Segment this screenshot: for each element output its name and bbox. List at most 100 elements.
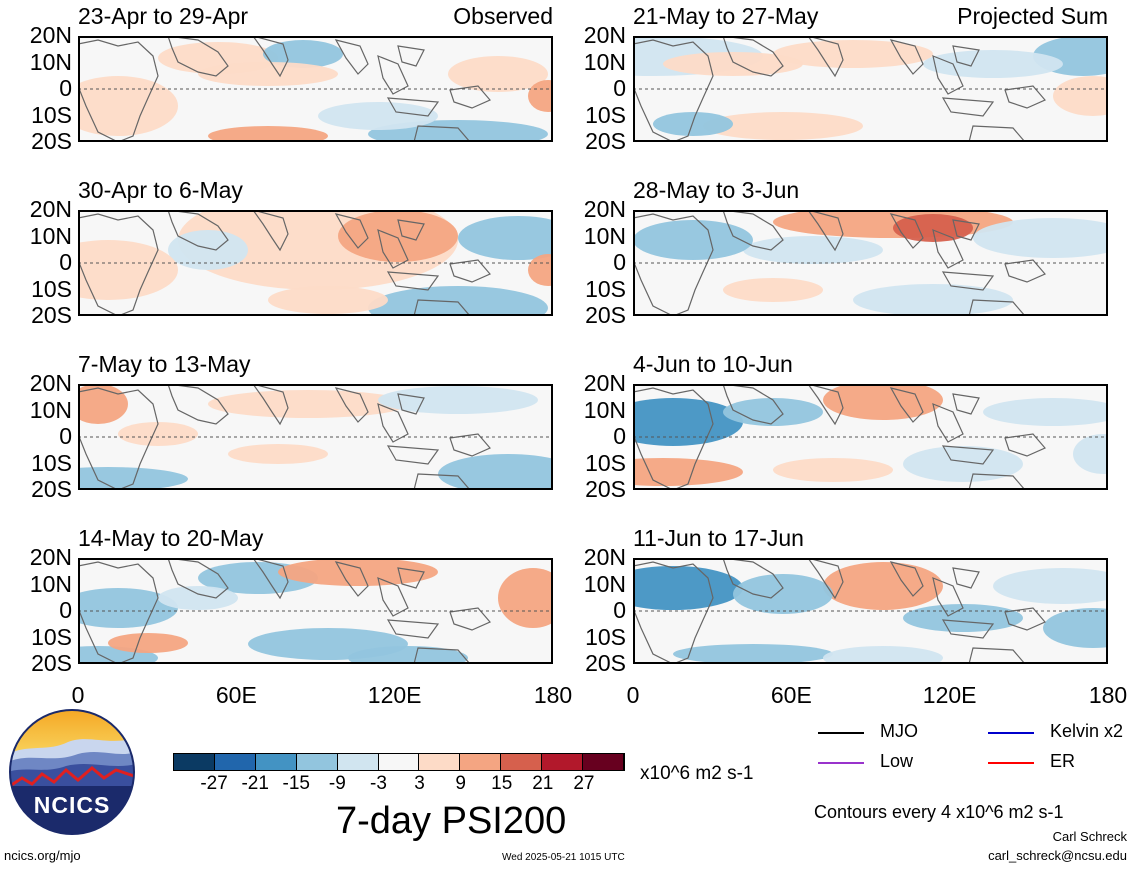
legend-label: Kelvin x2 xyxy=(1050,721,1124,741)
latitude-label: 10S xyxy=(585,623,626,650)
map-panel xyxy=(78,210,553,316)
latitude-label: 20S xyxy=(31,476,72,502)
latitude-label: 0 xyxy=(613,75,626,101)
colorbar-swatch xyxy=(214,754,256,770)
latitude-label: 10S xyxy=(585,275,626,302)
latitude-label: 20N xyxy=(583,22,626,48)
panel-title: 4-Jun to 10-Jun xyxy=(633,351,793,377)
panel-title: 7-May to 13-May xyxy=(78,351,251,377)
panel-title: 14-May to 20-May xyxy=(78,525,264,551)
colorbar-tick: 27 xyxy=(573,773,595,794)
colorbar-tick: 21 xyxy=(532,773,554,794)
longitude-label: 60E xyxy=(770,682,812,708)
map-panel xyxy=(633,384,1108,490)
legend-line xyxy=(818,732,864,734)
panel-title: 21-May to 27-May xyxy=(633,3,819,29)
latitude-label: 0 xyxy=(613,423,626,449)
latitude-label: 20S xyxy=(585,128,626,154)
latitude-label: 20N xyxy=(583,370,626,396)
panel-title: 28-May to 3-Jun xyxy=(633,177,800,203)
latitude-label: 10N xyxy=(29,396,72,423)
map-panel xyxy=(78,36,553,142)
longitude-label: 60E xyxy=(215,682,257,708)
colorbar-swatch xyxy=(501,754,543,770)
colorbar-swatch xyxy=(296,754,338,770)
longitude-label: 120E xyxy=(367,682,422,708)
colorbar-tick: -27 xyxy=(200,773,228,794)
latitude-label: 10S xyxy=(31,101,72,128)
colorbar-tick: 3 xyxy=(414,773,425,794)
legend-line xyxy=(818,762,864,764)
legend-label: ER xyxy=(1050,751,1076,771)
latitude-label: 20S xyxy=(31,128,72,154)
contours-note: Contours every 4 x10^6 m2 s-1 xyxy=(814,802,1064,822)
colorbar-title: 7-day PSI200 xyxy=(336,800,567,842)
colorbar-tick: 9 xyxy=(455,773,466,794)
latitude-label: 10S xyxy=(31,623,72,650)
longitude-label: 180 xyxy=(1088,682,1128,708)
latitude-label: 0 xyxy=(59,423,72,449)
latitude-label: 20S xyxy=(31,302,72,328)
latitude-label: 20N xyxy=(29,22,72,48)
author-email: carl_schreck@ncsu.edu xyxy=(988,848,1127,863)
colorbar-swatch xyxy=(460,754,502,770)
latitude-label: 10S xyxy=(585,449,626,476)
site-link: ncics.org/mjo xyxy=(4,848,81,863)
latitude-label: 20S xyxy=(585,476,626,502)
panel-label: Observed xyxy=(453,3,553,29)
legend-line xyxy=(988,762,1034,764)
panel-title: 30-Apr to 6-May xyxy=(78,177,243,203)
ncics-logo: NCICS xyxy=(8,708,136,836)
colorbar-swatch xyxy=(174,754,215,770)
latitude-label: 20N xyxy=(29,544,72,570)
map-panel xyxy=(633,210,1108,316)
timestamp: Wed 2025-05-21 1015 UTC xyxy=(502,852,625,863)
latitude-label: 10N xyxy=(29,48,72,75)
latitude-label: 10N xyxy=(583,396,626,423)
longitude-label: 120E xyxy=(922,682,977,708)
colorbar-tick: -21 xyxy=(241,773,269,794)
map-panel xyxy=(633,36,1108,142)
map-panel xyxy=(78,384,553,490)
latitude-label: 0 xyxy=(59,249,72,275)
latitude-label: 0 xyxy=(613,249,626,275)
latitude-label: 0 xyxy=(613,597,626,623)
latitude-label: 10N xyxy=(29,570,72,597)
legend-line xyxy=(988,732,1034,734)
logo-graphic xyxy=(9,709,135,835)
latitude-label: 10N xyxy=(583,48,626,75)
latitude-label: 10N xyxy=(583,222,626,249)
colorbar-swatch xyxy=(378,754,420,770)
latitude-label: 20N xyxy=(29,196,72,222)
latitude-label: 10S xyxy=(585,101,626,128)
panel-label: Projected Sum xyxy=(957,3,1108,29)
latitude-label: 0 xyxy=(59,597,72,623)
author: Carl Schreck xyxy=(1052,829,1127,844)
colorbar-swatch xyxy=(583,754,624,770)
colorbar xyxy=(173,753,625,771)
colorbar-swatch xyxy=(337,754,379,770)
logo-text: NCICS xyxy=(33,792,111,818)
latitude-label: 10S xyxy=(31,275,72,302)
colorbar-tick: -15 xyxy=(282,773,310,794)
legend-label: Low xyxy=(880,751,914,771)
panel-title: 23-Apr to 29-Apr xyxy=(78,3,249,29)
panel-title: 11-Jun to 17-Jun xyxy=(633,525,804,551)
latitude-label: 10S xyxy=(31,449,72,476)
latitude-label: 0 xyxy=(59,75,72,101)
colorbar-swatch xyxy=(255,754,297,770)
colorbar-swatch xyxy=(542,754,584,770)
latitude-label: 20N xyxy=(583,544,626,570)
colorbar-units: x10^6 m2 s-1 xyxy=(640,763,754,784)
latitude-label: 10N xyxy=(29,222,72,249)
longitude-label: 0 xyxy=(71,682,85,708)
latitude-label: 20S xyxy=(585,650,626,676)
colorbar-tick: 15 xyxy=(491,773,513,794)
longitude-label: 180 xyxy=(533,682,573,708)
latitude-label: 20S xyxy=(585,302,626,328)
map-panel xyxy=(78,558,553,664)
latitude-label: 10N xyxy=(583,570,626,597)
legend-label: MJO xyxy=(880,721,918,741)
colorbar-tick: -9 xyxy=(328,773,346,794)
latitude-label: 20N xyxy=(29,370,72,396)
